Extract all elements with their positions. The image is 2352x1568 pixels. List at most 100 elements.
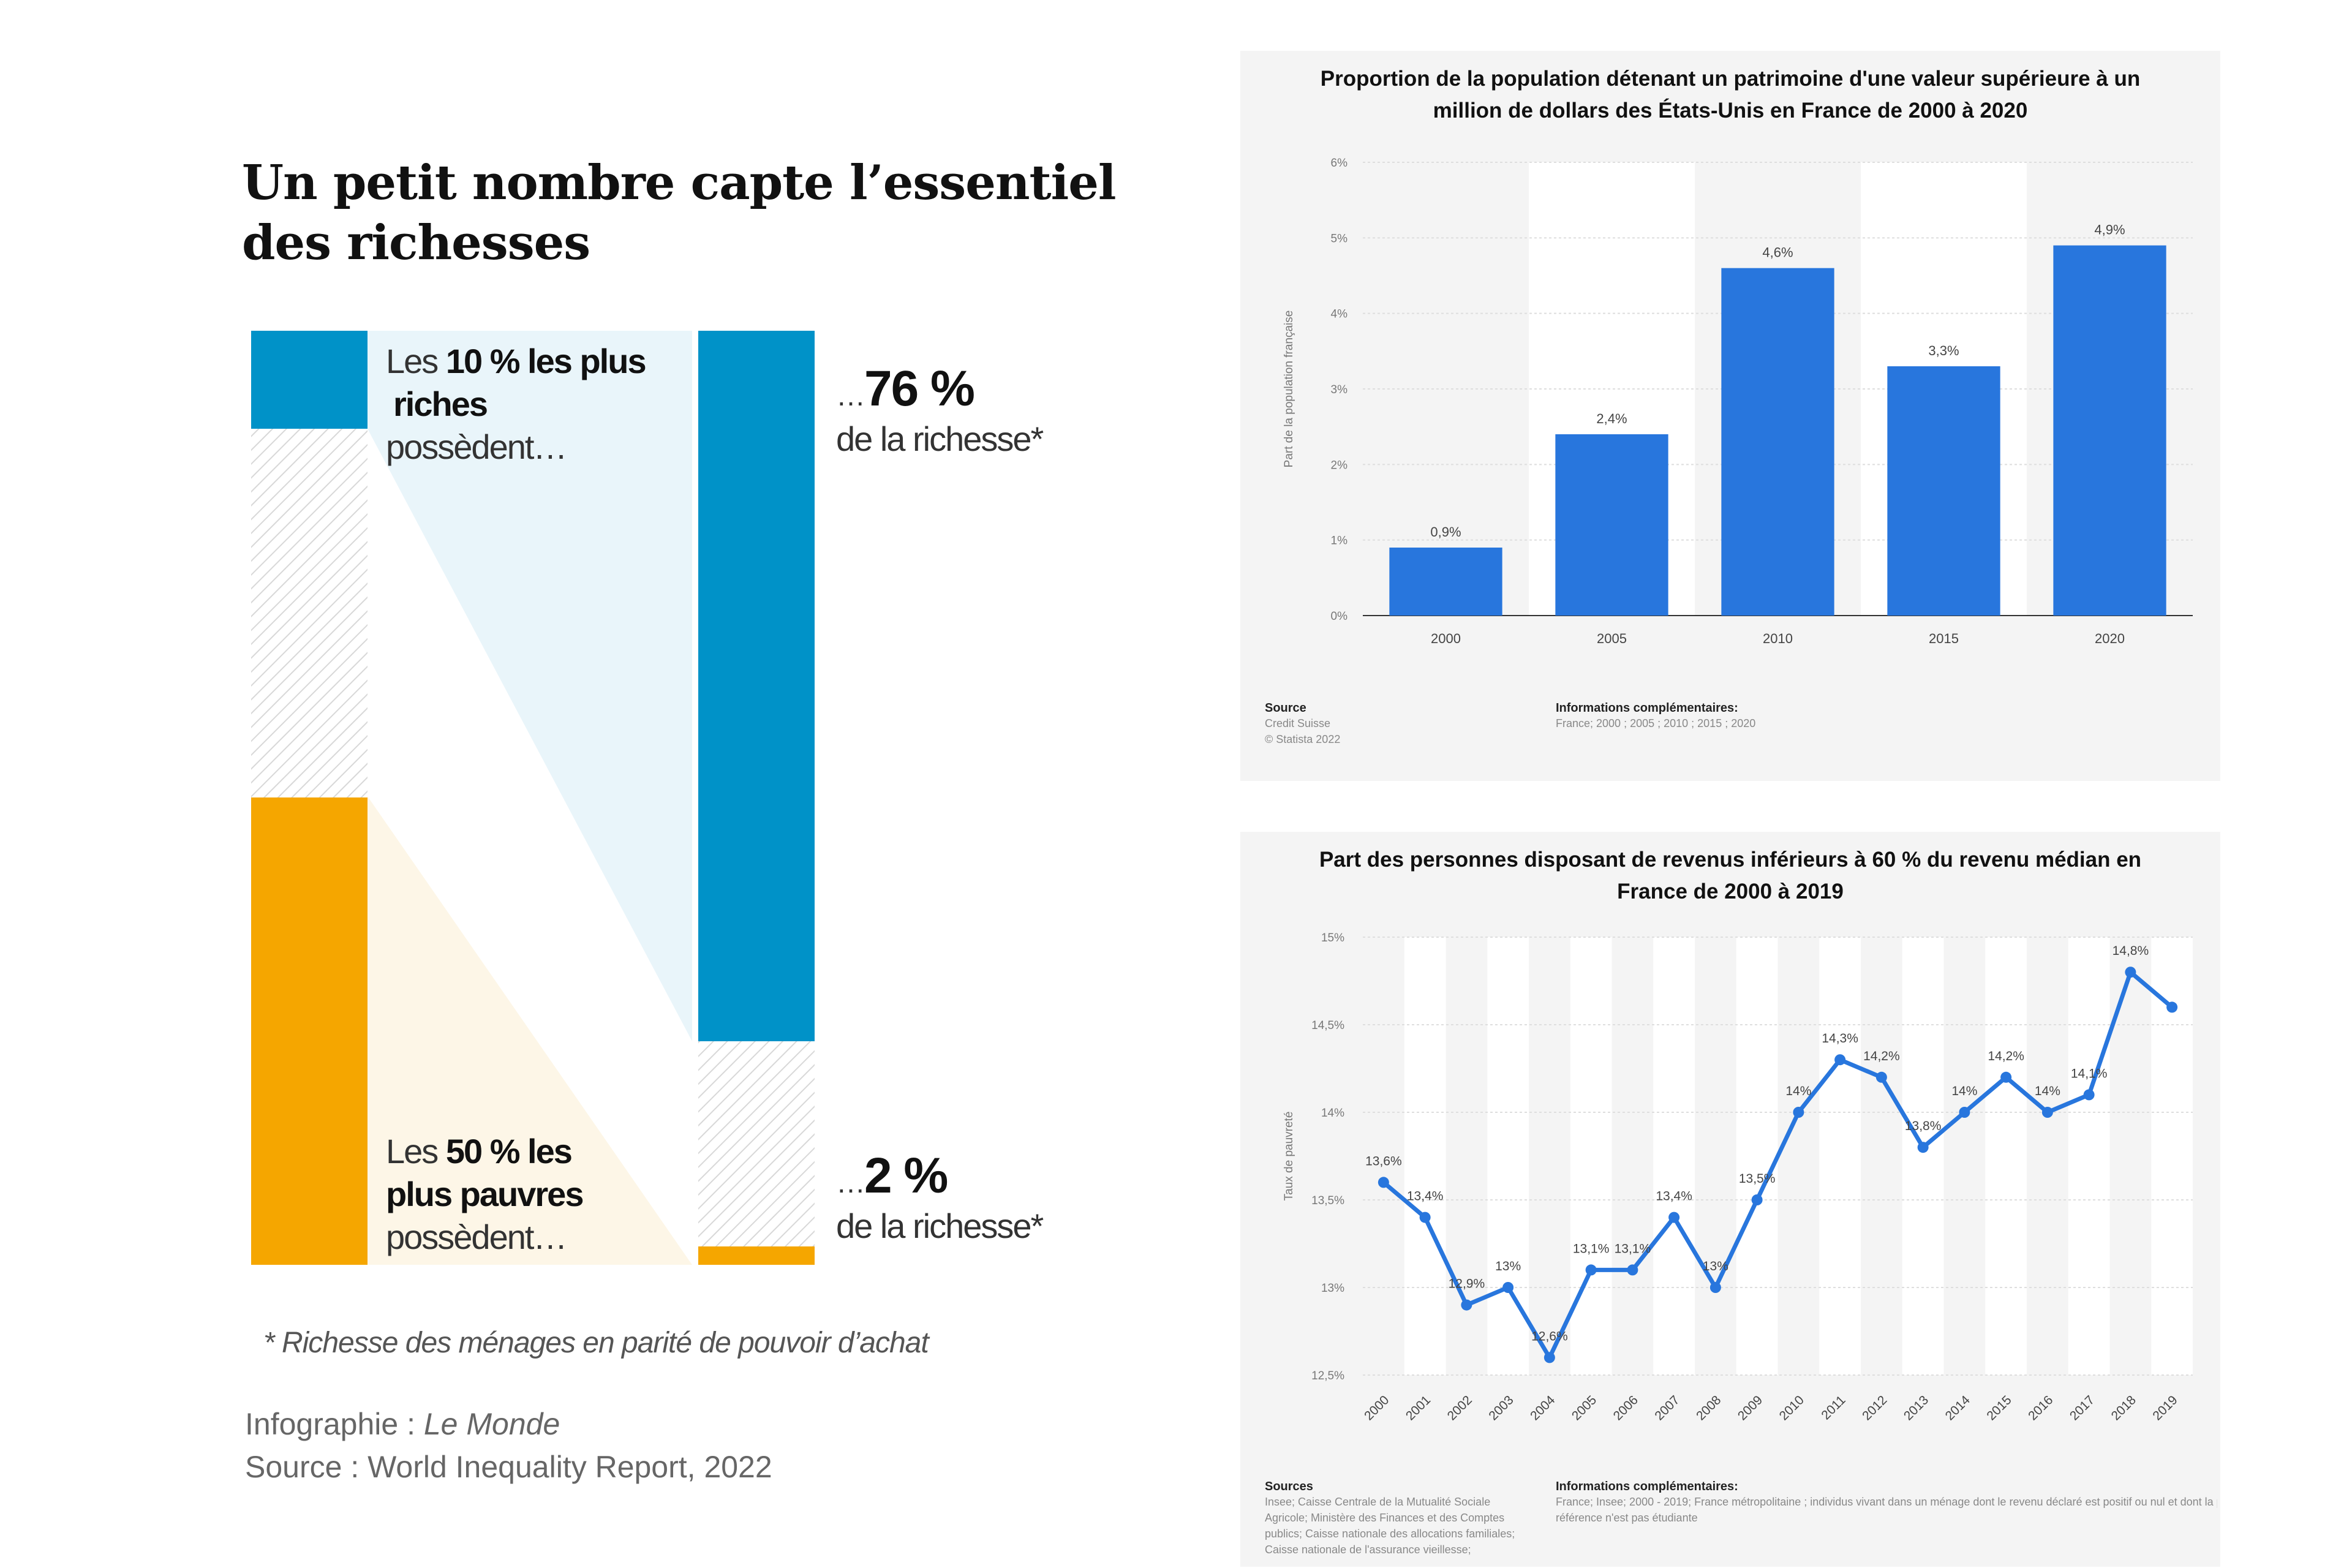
poor-funnel: [368, 796, 692, 1265]
bar-chart-info: Informations complémentaires: France; 20…: [1556, 701, 1756, 729]
column-band: [1819, 937, 1861, 1375]
data-point: [1751, 1194, 1763, 1205]
x-tick-label: 2017: [2067, 1393, 2097, 1423]
line-chart-title: Part des personnes disposant de revenus …: [1319, 848, 2142, 903]
bar-chart: 0% 1% 2% 3% 4% 5% 6% Part de la population fran…: [1283, 157, 2193, 646]
y-tick-label: 1%: [1331, 535, 1348, 548]
point-value-label: 14,3%: [1822, 1031, 1858, 1046]
point-value-label: 13%: [1703, 1259, 1728, 1273]
bar-chart-panel: Proportion de la population détenant un …: [1240, 51, 2220, 781]
x-tick-label: 2014: [1943, 1393, 1973, 1423]
x-tick-label: 2015: [1929, 631, 1959, 646]
data-point: [1544, 1352, 1555, 1363]
bar-chart-title: Proportion de la population détenant un …: [1320, 67, 2141, 123]
point-value-label: 14,2%: [1988, 1049, 2024, 1063]
point-value-label: 13,1%: [1573, 1242, 1610, 1256]
bar-value-label: 2,4%: [1596, 411, 1627, 426]
y-tick-label: 12,5%: [1311, 1370, 1344, 1382]
line-chart-panel: Part des personnes disposant de revenus …: [1240, 832, 2220, 1567]
line-chart-sources: Sources Insee; Caisse Centrale de la Mut…: [1265, 1480, 1515, 1556]
data-point: [1959, 1107, 1970, 1118]
x-tick-label: 2016: [2026, 1393, 2056, 1423]
infographic-title: Un petit nombre capte l’essentiel des ri…: [242, 155, 1116, 271]
x-tick-label: 2009: [1735, 1393, 1765, 1423]
data-point: [1793, 1107, 1804, 1118]
bar: [2053, 245, 2166, 616]
x-tick-label: 2018: [2109, 1393, 2139, 1423]
x-tick-label: 2006: [1611, 1393, 1641, 1423]
data-point: [2000, 1071, 2012, 1083]
data-point: [1461, 1299, 1472, 1311]
bottom50-value: …2 % de la richesse*: [836, 1148, 1044, 1246]
column-band: [1736, 937, 1778, 1375]
x-tick-label: 2003: [1486, 1393, 1516, 1423]
y-tick-label: 0%: [1331, 610, 1348, 623]
point-value-label: 13,4%: [1656, 1189, 1692, 1204]
footnote: * Richesse des ménages en parité de pouv…: [263, 1327, 929, 1359]
column-band: [1487, 937, 1529, 1375]
point-value-label: 14%: [1785, 1084, 1811, 1098]
y-axis-label: Taux de pauvreté: [1283, 1112, 1295, 1201]
column-band: [1985, 937, 2027, 1375]
data-point: [2041, 1107, 2053, 1118]
bar: [1555, 434, 1668, 616]
point-value-label: 13,1%: [1615, 1242, 1651, 1256]
data-point: [1378, 1177, 1389, 1188]
wealth-share-graphic: [251, 331, 815, 1265]
bar: [1721, 268, 1834, 616]
column-band: [1653, 937, 1695, 1375]
y-axis-label: Part de la population française: [1283, 311, 1295, 468]
data-point: [1585, 1264, 1597, 1276]
y-tick-label: 14%: [1321, 1107, 1344, 1120]
bar-value-label: 4,6%: [1762, 245, 1793, 260]
point-value-label: 14,2%: [1863, 1049, 1900, 1063]
x-tick-label: 2005: [1569, 1393, 1599, 1423]
y-tick-label: 5%: [1331, 232, 1348, 245]
bar: [1887, 366, 2000, 616]
line-chart: 12,5% 13% 13,5% 14% 14,5% 15% Taux de pauvreté…: [1283, 932, 2193, 1423]
bottom50-label: Les 50 % les plus pauvres possèdent…: [386, 1132, 584, 1256]
bar-value-label: 3,3%: [1928, 343, 1959, 358]
wealth-top10-segment: [698, 331, 815, 1041]
data-point: [1917, 1142, 1929, 1153]
point-value-label: 12,9%: [1449, 1277, 1485, 1291]
bar-value-label: 4,9%: [2094, 222, 2125, 238]
x-tick-label: 2002: [1445, 1393, 1475, 1423]
point-value-label: 14%: [1951, 1084, 1977, 1098]
x-tick-label: 2001: [1403, 1393, 1433, 1423]
line-chart-info: Informations complémentaires: France; In…: [1556, 1480, 2217, 1524]
data-point: [2166, 1001, 2178, 1013]
point-value-label: 13%: [1495, 1259, 1521, 1273]
population-bottom50-segment: [251, 797, 368, 1265]
x-tick-label: 2008: [1694, 1393, 1724, 1423]
data-point: [1419, 1212, 1431, 1223]
y-tick-label: 13%: [1321, 1282, 1344, 1295]
credits: Infographie : Le Monde Source : World In…: [245, 1407, 772, 1484]
series-line: [1382, 970, 2174, 1360]
point-value-label: 14,8%: [2113, 944, 2149, 958]
top10-label: Les 10 % les plus riches possèdent…: [386, 342, 647, 466]
column-band: [1570, 937, 1612, 1375]
point-value-label: 14%: [2035, 1084, 2060, 1098]
point-value-label: 14,1%: [2071, 1066, 2108, 1080]
bar-value-label: 0,9%: [1430, 524, 1461, 540]
x-tick-label: 2000: [1431, 631, 1461, 646]
rich-funnel: [368, 331, 692, 1041]
x-tick-label: 2004: [1528, 1393, 1558, 1423]
x-tick-label: 2013: [1901, 1393, 1931, 1423]
bar: [1389, 548, 1502, 616]
x-tick-label: 2020: [2095, 631, 2125, 646]
data-point: [1875, 1071, 1887, 1083]
data-point: [1709, 1282, 1721, 1293]
y-tick-label: 6%: [1331, 157, 1348, 170]
data-point: [1627, 1264, 1638, 1276]
bar-chart-source: Source Credit Suisse © Statista 2022: [1265, 701, 1341, 745]
x-tick-label: 2011: [1819, 1393, 1848, 1422]
data-point: [1834, 1054, 1846, 1066]
y-tick-label: 13,5%: [1311, 1194, 1344, 1207]
wealth-bottom50-segment: [698, 1246, 815, 1265]
data-point: [2083, 1089, 2095, 1101]
column-band: [2068, 937, 2110, 1375]
y-tick-label: 14,5%: [1311, 1019, 1344, 1032]
point-value-label: 13,8%: [1905, 1119, 1942, 1133]
